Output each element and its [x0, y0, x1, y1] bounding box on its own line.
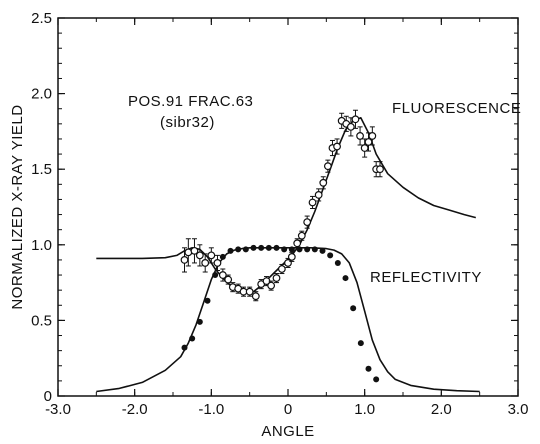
fluorescence-point: [356, 132, 364, 140]
reflectivity-point: [296, 246, 303, 253]
fluorescence-point: [277, 265, 286, 273]
x-tick-label: -2.0: [122, 401, 148, 418]
reflectivity-point: [357, 340, 364, 347]
fluorescence-point: [308, 198, 317, 207]
fluorescence-point: [293, 239, 302, 248]
fluorescence-point: [195, 251, 204, 260]
x-tick-label: 3.0: [508, 401, 529, 418]
fluorescence-point: [323, 162, 332, 171]
fluorescence-point: [201, 259, 210, 267]
x-tick-label: 0: [284, 401, 292, 418]
fluorescence-point: [314, 191, 323, 199]
axis-ticks: [57, 17, 519, 397]
reflectivity-point: [319, 247, 326, 254]
y-tick-label: 2.5: [31, 10, 52, 27]
reflectivity-point: [219, 253, 226, 260]
plot-frame: [57, 17, 519, 397]
reflectivity-point: [350, 305, 357, 312]
fluorescence-point: [245, 287, 254, 296]
reflectivity-point: [281, 246, 288, 253]
reflectivity-point: [311, 246, 318, 253]
fluorescence-point: [303, 218, 312, 227]
reflectivity-point: [365, 365, 372, 372]
reflectivity-label: REFLECTIVITY: [370, 269, 482, 286]
fluorescence-label: FLUORESCENCE: [392, 100, 521, 117]
x-axis-title: ANGLE: [261, 423, 314, 439]
fluorescence-point: [272, 274, 281, 282]
axis-tick-labels: -3.0 -2.0 -1.0 0 1.0 2.0 3.0 0 0.5 1.0 1.5 2.0 2.5: [31, 10, 528, 418]
reflectivity-point: [265, 244, 272, 251]
fluorescence-point: [333, 142, 341, 151]
fluorescence-point: [360, 144, 369, 152]
reflectivity-point: [304, 246, 311, 253]
fluorescence-point: [376, 165, 384, 174]
reflectivity-point: [189, 335, 196, 342]
reflectivity-point: [273, 244, 280, 251]
reflectivity-point: [227, 247, 234, 254]
sample-label-line1: POS.91 FRAC.63: [128, 93, 253, 110]
series-line-3: [96, 247, 480, 393]
y-axis-title: NORMALIZED X-RAY YIELD: [9, 104, 26, 309]
reflectivity-point: [242, 246, 249, 253]
fluorescence-point: [351, 115, 360, 124]
fluorescence-point: [224, 275, 233, 284]
y-tick-label: 0.5: [31, 312, 52, 329]
reflectivity-point: [342, 275, 349, 282]
fluorescence-point: [184, 248, 193, 257]
fluorescence-point: [207, 251, 216, 260]
x-tick-label: 2.0: [431, 401, 452, 418]
x-tick-label: 1.0: [354, 401, 375, 418]
y-tick-label: 0: [44, 388, 52, 405]
reflectivity-point: [288, 246, 295, 253]
reflectivity-point: [181, 344, 188, 351]
reflectivity-point: [250, 244, 257, 251]
y-tick-label: 1.5: [31, 161, 52, 178]
reflectivity-point: [373, 376, 380, 383]
x-tick-label: -3.0: [45, 401, 71, 418]
reflectivity-point: [235, 246, 242, 253]
series-layer: [96, 109, 480, 393]
fluorescence-point: [297, 231, 306, 240]
series-line-2: [96, 117, 477, 295]
y-tick-label: 2.0: [31, 86, 52, 103]
fluorescence-point: [364, 138, 373, 146]
fluorescence-point: [284, 259, 292, 267]
reflectivity-point: [258, 244, 265, 251]
fluorescence-point: [213, 259, 222, 267]
fluorescence-point: [319, 178, 328, 187]
x-tick-label: -1.0: [198, 401, 224, 418]
reflectivity-point: [212, 272, 219, 279]
reflectivity-point: [334, 259, 341, 266]
fluorescence-point: [180, 256, 189, 264]
reflectivity-point: [196, 318, 203, 325]
fluorescence-point: [346, 122, 355, 131]
fluorescence-point: [190, 246, 199, 255]
fluorescence-point: [251, 292, 260, 301]
reflectivity-point: [327, 252, 334, 259]
fluorescence-point: [368, 132, 377, 140]
sample-label-line2: (sibr32): [160, 114, 215, 131]
fluorescence-point: [267, 281, 276, 290]
fluorescence-point: [287, 252, 296, 261]
y-tick-label: 1.0: [31, 237, 52, 254]
reflectivity-point: [204, 297, 211, 304]
